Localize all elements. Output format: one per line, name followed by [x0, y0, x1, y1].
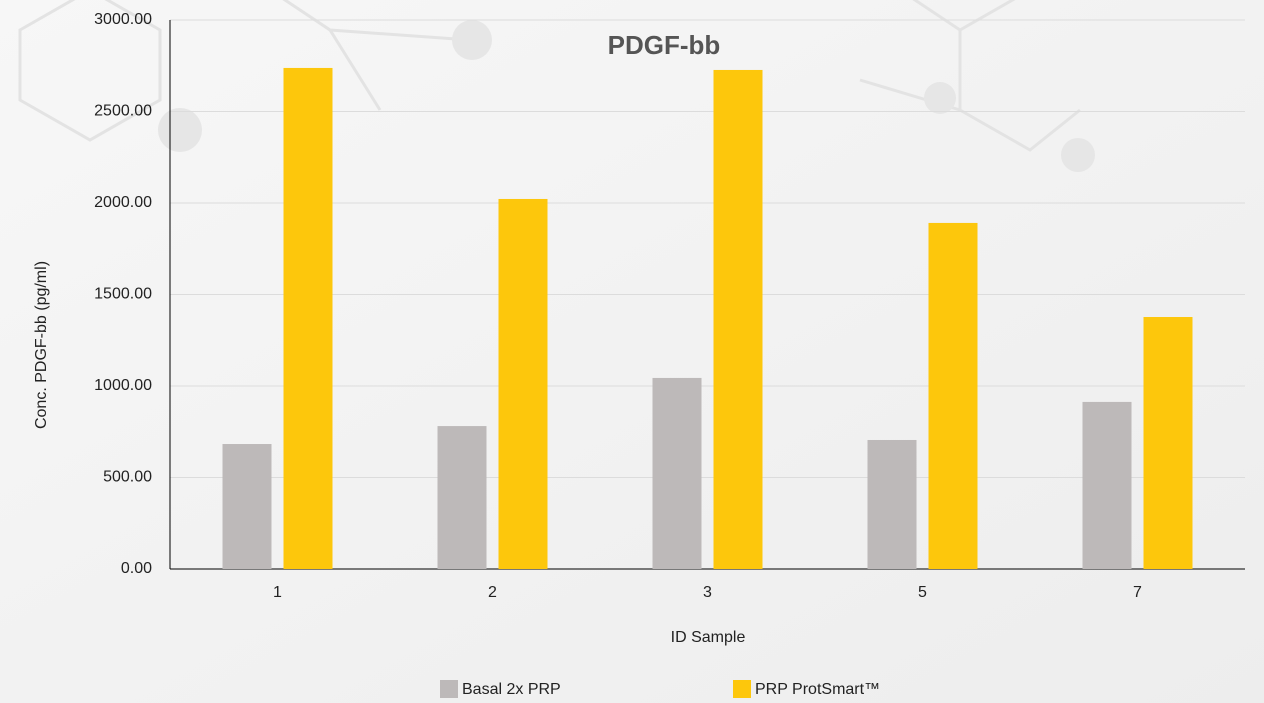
- x-tick-label: 7: [1133, 584, 1142, 601]
- x-tick-label: 3: [703, 584, 712, 601]
- legend-label: PRP ProtSmart™: [755, 681, 880, 698]
- y-tick-label: 3000.00: [94, 11, 152, 28]
- y-tick-label: 500.00: [103, 469, 152, 486]
- y-axis-label: Conc. PDGF-bb (pg/ml): [33, 261, 50, 429]
- x-tick-label: 5: [918, 584, 927, 601]
- decoration: [18, 0, 1095, 172]
- y-tick-label: 1000.00: [94, 377, 152, 394]
- y-tick-label: 2500.00: [94, 103, 152, 120]
- bar: [867, 439, 917, 569]
- bar: [1143, 317, 1193, 569]
- chart-title: PDGF-bb: [608, 30, 721, 60]
- bar: [283, 67, 333, 570]
- legend-label: Basal 2x PRP: [462, 681, 561, 698]
- y-tick-label: 0.00: [121, 560, 152, 577]
- bar: [928, 222, 978, 569]
- bar: [652, 377, 702, 569]
- legend-swatch: [440, 680, 458, 698]
- x-axis-label: ID Sample: [671, 629, 746, 646]
- y-tick-label: 2000.00: [94, 194, 152, 211]
- bar: [222, 444, 272, 569]
- x-tick-label: 2: [488, 584, 497, 601]
- bar: [498, 198, 548, 569]
- bar: [1082, 401, 1132, 569]
- bar: [713, 69, 763, 570]
- bar: [437, 426, 487, 569]
- legend-swatch: [733, 680, 751, 698]
- x-tick-label: 1: [273, 584, 282, 601]
- y-tick-label: 1500.00: [94, 286, 152, 303]
